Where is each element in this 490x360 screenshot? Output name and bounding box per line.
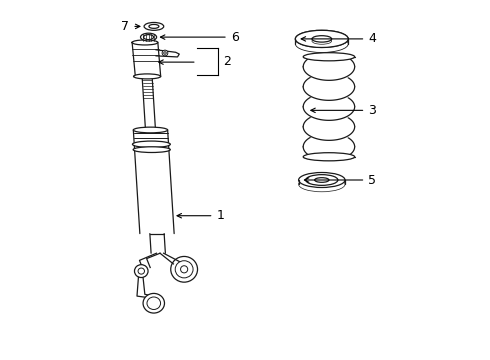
Ellipse shape [171,256,197,282]
Ellipse shape [133,147,171,153]
Ellipse shape [298,172,345,188]
Ellipse shape [295,30,348,48]
Ellipse shape [303,153,355,161]
Ellipse shape [303,53,355,61]
Text: 5: 5 [304,174,376,186]
Polygon shape [142,76,155,130]
Ellipse shape [143,293,165,313]
Ellipse shape [162,50,168,56]
Ellipse shape [295,35,348,53]
Ellipse shape [149,24,159,28]
Text: 7: 7 [122,20,140,33]
Text: 4: 4 [301,32,376,45]
Text: 1: 1 [177,209,224,222]
Ellipse shape [144,35,153,40]
Ellipse shape [134,74,161,79]
Ellipse shape [138,268,145,274]
Ellipse shape [175,261,193,278]
Ellipse shape [312,38,332,44]
Ellipse shape [132,141,171,148]
Ellipse shape [144,22,164,30]
Ellipse shape [315,178,329,182]
Ellipse shape [141,33,157,41]
Polygon shape [132,42,161,76]
Ellipse shape [164,52,166,54]
Ellipse shape [298,177,345,192]
Ellipse shape [181,266,188,273]
Text: 6: 6 [160,31,239,44]
Ellipse shape [295,30,348,48]
Ellipse shape [133,127,168,133]
Ellipse shape [306,175,338,185]
Ellipse shape [132,40,158,45]
Ellipse shape [134,265,148,278]
Text: 2: 2 [223,55,231,68]
Ellipse shape [147,297,161,310]
Polygon shape [150,234,166,253]
Text: 3: 3 [311,104,376,117]
Polygon shape [133,130,174,234]
Ellipse shape [312,36,332,42]
Polygon shape [156,50,179,57]
